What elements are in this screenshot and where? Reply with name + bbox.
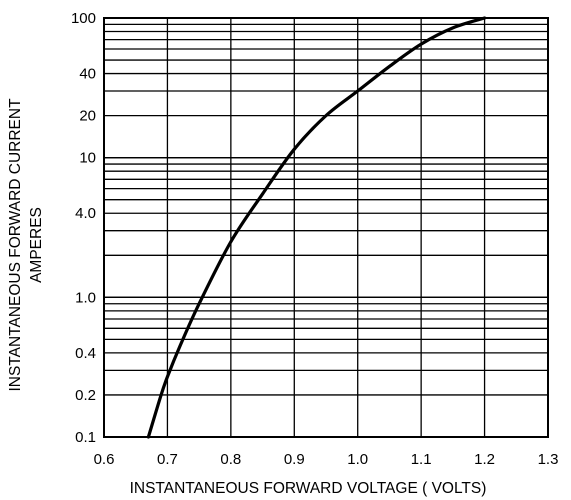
x-tick-label: 0.9 (284, 451, 305, 468)
y-tick-labels: 0.1 0.2 0.4 1.0 4.0 10 20 40 100 (71, 10, 96, 446)
x-tick-labels: 0.6 0.7 0.8 0.9 1.0 1.1 1.2 1.3 (94, 451, 559, 468)
y-axis-label-line2: AMPERES (28, 207, 45, 283)
plot-frame (103, 17, 549, 438)
y-tick-label: 100 (71, 10, 96, 27)
y-tick-label: 0.2 (75, 387, 96, 404)
x-tick-label: 1.1 (411, 451, 432, 468)
y-tick-label: 0.1 (75, 429, 96, 446)
x-tick-label: 1.2 (474, 451, 495, 468)
x-tick-label: 0.8 (220, 451, 241, 468)
y-tick-label: 20 (79, 108, 96, 125)
y-axis-label-line1: INSTANTANEOUS FORWARD CURRENT (7, 98, 24, 392)
y-tick-label: 0.4 (75, 345, 96, 362)
x-tick-label: 1.0 (347, 451, 368, 468)
forward-current-curve (146, 16, 487, 439)
y-tick-label: 1.0 (75, 289, 96, 306)
x-tick-label: 1.3 (538, 451, 559, 468)
x-tick-label: 0.6 (94, 451, 115, 468)
y-tick-label: 10 (79, 150, 96, 167)
y-tick-label: 4.0 (75, 205, 96, 222)
x-tick-label: 0.7 (157, 451, 178, 468)
grid (103, 17, 549, 438)
x-axis-label: INSTANTANEOUS FORWARD VOLTAGE ( VOLTS) (130, 480, 487, 497)
y-tick-label: 40 (79, 66, 96, 83)
